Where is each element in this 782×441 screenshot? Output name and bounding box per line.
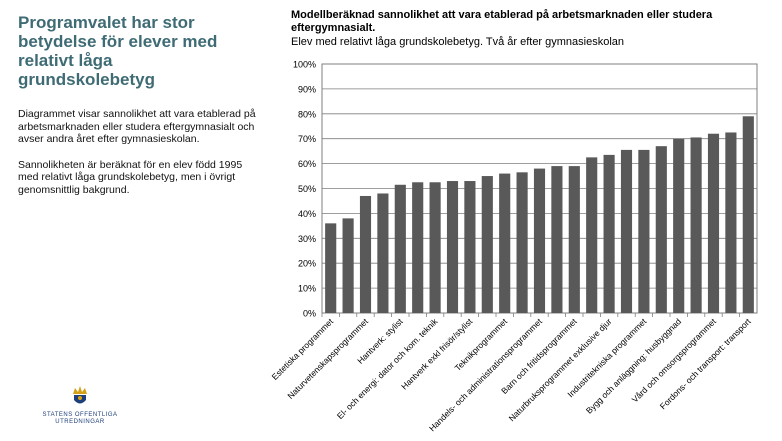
bar [673, 138, 685, 313]
y-tick-label: 20% [298, 259, 316, 269]
bar [325, 223, 337, 313]
description-paragraph-1: Diagrammet visar sannolikhet att vara et… [18, 108, 256, 145]
y-tick-label: 100% [293, 60, 316, 70]
description: Diagrammet visar sannolikhet att vara et… [18, 108, 263, 209]
bar [412, 182, 424, 313]
bar [377, 193, 389, 313]
bar [464, 181, 476, 313]
y-tick-label: 30% [298, 234, 316, 244]
bar [586, 157, 598, 313]
y-tick-label: 60% [298, 159, 316, 169]
bar [429, 182, 441, 313]
page-heading: Programvalet har stor betydelse för elev… [18, 13, 218, 89]
bar [620, 149, 633, 313]
y-tick-label: 40% [298, 209, 316, 219]
y-tick-label: 0% [303, 309, 316, 319]
bar [690, 137, 702, 313]
y-tick-label: 10% [298, 284, 316, 294]
bar [655, 146, 667, 313]
y-tick-label: 90% [298, 84, 316, 94]
y-tick-label: 50% [298, 184, 316, 194]
bar [603, 154, 615, 313]
logo-text-line1: STATENS OFFENTLIGA [42, 412, 118, 418]
chart-title: Modellberäknad sannolikhet att vara etab… [291, 9, 713, 34]
bar [638, 149, 650, 313]
bar [342, 218, 354, 313]
sou-logo: STATENS OFFENTLIGA UTREDNINGAR [30, 385, 130, 426]
bar [725, 132, 737, 313]
bar [359, 195, 372, 313]
bar [742, 116, 754, 313]
y-tick-label: 70% [298, 134, 316, 144]
chart-subtitle: Elev med relativt låga grundskolebetyg. … [291, 36, 625, 48]
description-paragraph-2: Sannolikheten är beräknat för en elev fö… [18, 158, 243, 196]
bar [394, 184, 406, 313]
bar [499, 173, 511, 313]
crown-emblem-icon [73, 386, 87, 404]
x-tick-label: Estetiska programmet [270, 316, 336, 382]
bar [707, 133, 720, 313]
bar [516, 172, 528, 313]
bar [446, 181, 459, 313]
bar [481, 176, 493, 313]
logo-text-line2: UTREDNINGAR [55, 419, 105, 425]
bar [533, 168, 546, 313]
y-tick-label: 80% [298, 109, 316, 119]
bar [551, 166, 563, 313]
bar [568, 166, 580, 313]
